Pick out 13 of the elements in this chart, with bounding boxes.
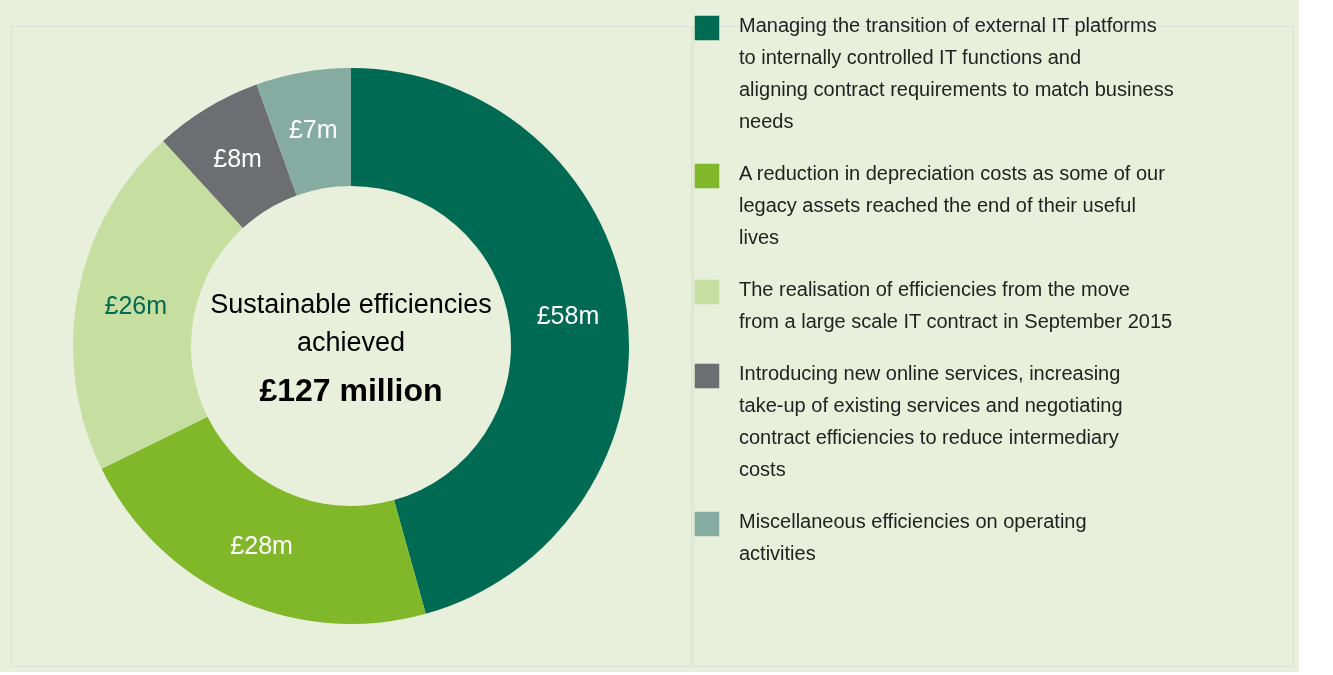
data-label: £7m [288,115,338,144]
legend-label: Managing the transition of external IT platforms to internally controlled IT functions and aligning contract requirements to match business needs [739,14,1174,132]
text: £127 million [259,372,443,408]
legend-label: Introducing new online services, increasing take-up of existing services and negotiating contract efficiencies to reduce intermediary costs [739,362,1123,480]
data-label: £8m [213,143,262,172]
legend-label: Miscellaneous efficiencies on operating activities [739,510,1087,564]
data-label: £28m [230,530,293,559]
data-label: £26m [104,290,168,319]
legend-label: The realisation of efficiencies from the move from a large scale IT contract in September 2015 [739,278,1173,332]
text: Sustainable efficiencies achieved [210,289,492,357]
legend-label: A reduction in depreciation costs as some of our legacy assets reached the end of their useful lives [739,162,1166,248]
donut-slice [101,416,426,624]
data-label: £58m [536,301,600,330]
